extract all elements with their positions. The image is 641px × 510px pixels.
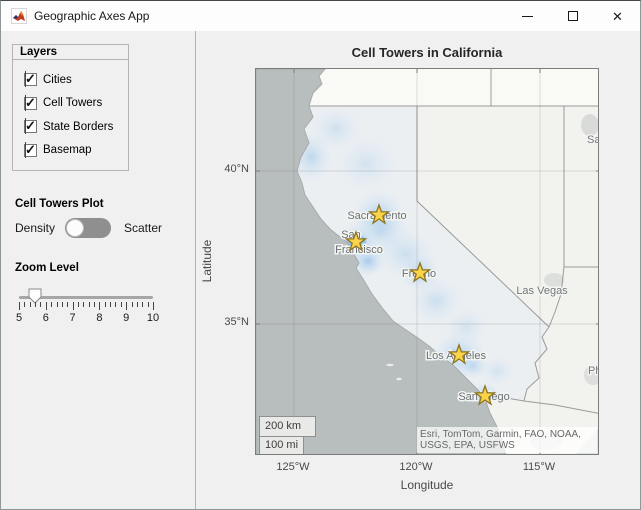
slider-minor-tick: [77, 302, 79, 307]
scalebar-miles: 100 mi: [259, 437, 304, 454]
checkbox[interactable]: ✓: [24, 94, 37, 111]
checkbox[interactable]: ✓: [24, 71, 37, 88]
slider-minor-tick: [104, 302, 106, 307]
slider-minor-tick: [120, 302, 122, 307]
map-title: Cell Towers in California: [351, 45, 503, 60]
slider-major-tick: [153, 302, 154, 310]
layer-checkbox-cities[interactable]: ✓ Cities: [13, 68, 128, 92]
slider-minor-tick: [40, 302, 42, 307]
minimize-button[interactable]: [505, 1, 550, 31]
x-tick-label: 120°W: [399, 461, 433, 473]
state-borders: [309, 69, 598, 414]
slider-tick-label: 7: [69, 312, 76, 324]
y-tick-label: 35°N: [224, 316, 249, 328]
slider-minor-tick: [147, 302, 149, 307]
channel-islands: [385, 363, 403, 381]
layers-panel: Layers ✓ Cities ✓ Cell Towers ✓ State Borders…: [12, 44, 129, 171]
grid-lines: [256, 69, 598, 454]
cell-towers-plot-label: Cell Towers Plot: [15, 198, 104, 210]
city-star-marker[interactable]: [447, 343, 471, 365]
maximize-button[interactable]: [550, 1, 595, 31]
layers-checkbox-list: ✓ Cities ✓ Cell Towers ✓ State Borders ✓ Basema…: [13, 60, 128, 162]
title-bar: Geographic Axes App ✕: [1, 1, 640, 31]
slider-minor-tick: [56, 302, 58, 307]
slider-minor-tick: [24, 302, 26, 307]
slider-minor-tick: [88, 302, 90, 307]
layers-panel-title: Layers: [13, 45, 128, 60]
basemap-label: Las Vegas: [516, 285, 568, 297]
slider-minor-tick: [83, 302, 85, 307]
x-axis-label: Longitude: [400, 478, 454, 492]
city-star-marker[interactable]: [367, 203, 391, 225]
slider-minor-tick: [29, 302, 31, 307]
slider-minor-tick: [131, 302, 133, 307]
content-area: Layers ✓ Cities ✓ Cell Towers ✓ State Borders…: [1, 31, 640, 509]
controls-sidebar: Layers ✓ Cities ✓ Cell Towers ✓ State Borders…: [1, 31, 196, 509]
slider-minor-tick: [110, 302, 112, 307]
checkbox-label: Cities: [43, 73, 72, 86]
slider-minor-tick: [51, 302, 53, 307]
slider-tick-label: 6: [42, 312, 49, 324]
slider-minor-tick: [115, 302, 117, 307]
slider-minor-tick: [67, 302, 69, 307]
geographic-axes[interactable]: Las Vegas Sa Ph SacramentoSanFranciscoFres…: [255, 68, 599, 455]
checkbox-label: Basemap: [43, 144, 92, 157]
toggle-option-scatter[interactable]: Scatter: [124, 221, 163, 235]
slider-tick-label: 8: [96, 312, 103, 324]
california-map: Las Vegas Sa Ph SacramentoSanFranciscoFres…: [256, 69, 599, 454]
zoom-slider-track[interactable]: [19, 296, 153, 299]
slider-minor-tick: [94, 302, 96, 307]
slider-minor-tick: [35, 302, 37, 307]
basemap-label: Sa: [587, 134, 599, 146]
close-icon: ✕: [612, 8, 623, 24]
checkbox[interactable]: ✓: [24, 118, 37, 135]
x-tick-label: 115°W: [522, 461, 556, 473]
checkbox[interactable]: ✓: [24, 141, 37, 158]
slider-tick-label: 5: [15, 312, 23, 324]
layer-checkbox-state-borders[interactable]: ✓ State Borders: [13, 115, 128, 139]
slider-tick-label: 9: [123, 312, 130, 324]
city-markers: SacramentoSanFranciscoFresnoLos AngelesS…: [334, 203, 511, 406]
slider-major-tick: [72, 302, 74, 310]
basemap-labels: Las Vegas Sa Ph: [515, 133, 599, 379]
zoom-level-label: Zoom Level: [15, 262, 79, 274]
city-star-marker[interactable]: [344, 230, 368, 252]
city-star-marker[interactable]: [473, 384, 497, 406]
switch-knob[interactable]: [66, 219, 84, 237]
slider-major-tick: [45, 302, 47, 310]
map-attribution: Esri, TomTom, Garmin, FAO, NOAA, USGS, E…: [417, 427, 597, 453]
window-title: Geographic Axes App: [34, 9, 150, 23]
slider-major-tick: [99, 302, 101, 310]
checkbox-label: State Borders: [43, 120, 114, 133]
scalebar-kilometers: 200 km: [259, 416, 316, 437]
density-scatter-switch[interactable]: [65, 218, 111, 238]
slider-major-tick: [19, 302, 20, 310]
basemap-label: Ph: [588, 365, 599, 377]
map-panel: Cell Towers in California Latitude: [197, 31, 640, 509]
y-tick-label: 40°N: [224, 163, 249, 175]
toggle-option-density[interactable]: Density: [15, 221, 56, 235]
close-button[interactable]: ✕: [595, 1, 640, 31]
x-tick-label: 125°W: [276, 461, 310, 473]
layer-checkbox-basemap[interactable]: ✓ Basemap: [13, 139, 128, 163]
zoom-slider-thumb[interactable]: [28, 288, 42, 304]
slider-major-tick: [126, 302, 128, 310]
slider-minor-tick: [136, 302, 138, 307]
checkbox-label: Cell Towers: [43, 97, 103, 110]
slider-tick-label: 10: [146, 312, 160, 324]
city-star-marker[interactable]: [408, 261, 432, 283]
slider-minor-tick: [142, 302, 144, 307]
layer-checkbox-cell-towers[interactable]: ✓ Cell Towers: [13, 92, 128, 116]
city-label: Francisco: [335, 244, 383, 256]
maximize-icon: [567, 11, 578, 21]
y-axis-label: Latitude: [200, 239, 214, 283]
matlab-app-icon: [11, 8, 27, 24]
minimize-icon: [522, 15, 533, 17]
slider-minor-tick: [61, 302, 63, 307]
